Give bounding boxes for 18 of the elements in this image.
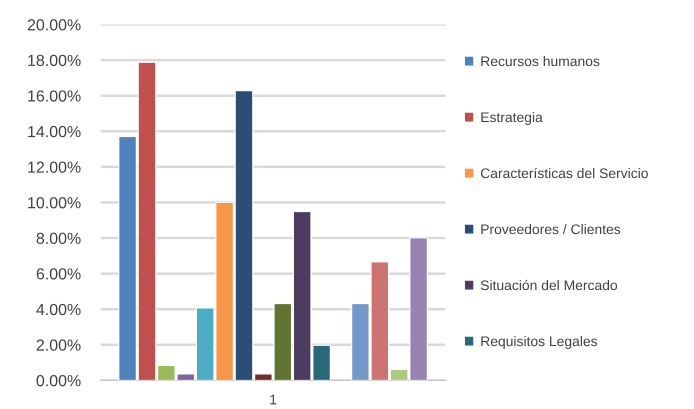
y-tick-label: 6.00% [36, 268, 81, 280]
y-tick-label: 0.00% [36, 375, 81, 386]
y-tick-label: 16.00% [28, 90, 81, 102]
y-tick-label: 8.00% [36, 232, 81, 244]
x-tick-label: 1 [270, 394, 276, 404]
legend-label: Recursos humanos [481, 56, 600, 66]
legend-label: Características del Servicio [480, 168, 648, 178]
legend-label: Requisitos Legales [481, 336, 598, 349]
y-tick-label: 20.00% [28, 19, 81, 30]
legend-label: Situación del Mercado [480, 280, 618, 290]
y-tick-label: 14.00% [28, 126, 81, 138]
y-tick-label: 18.00% [28, 54, 81, 66]
y-tick-label: 12.00% [28, 162, 81, 173]
legend-label: Estrategia [481, 112, 543, 125]
y-tick-label: 10.00% [28, 197, 81, 208]
legend-label: Proveedores / Clientes [481, 224, 620, 234]
y-tick-label: 2.00% [36, 339, 81, 351]
y-tick-label: 4.00% [36, 304, 81, 316]
